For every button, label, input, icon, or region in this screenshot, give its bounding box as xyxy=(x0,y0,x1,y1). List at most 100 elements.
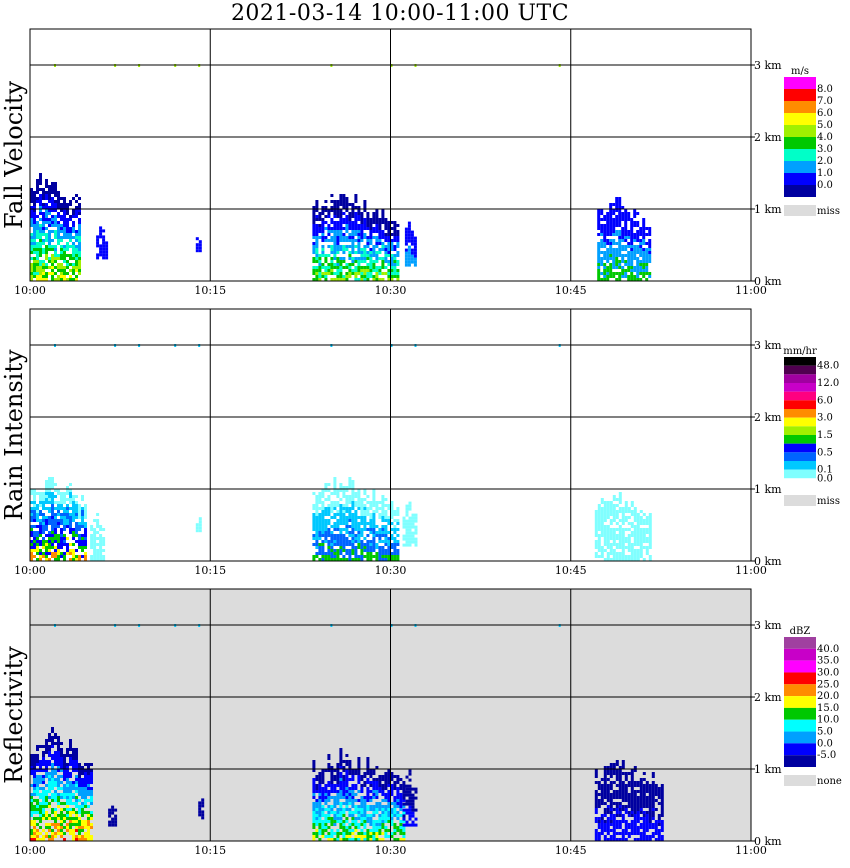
echo-cell xyxy=(615,814,619,817)
echo-cell xyxy=(72,269,75,272)
echo-cell xyxy=(624,272,628,275)
echo-cell xyxy=(345,489,349,492)
echo-cell xyxy=(366,245,370,248)
echo-cell xyxy=(57,540,60,543)
echo-cell xyxy=(384,504,388,507)
echo-cell xyxy=(639,832,643,835)
echo-cell xyxy=(609,501,613,504)
echo-cell xyxy=(321,769,325,772)
echo-cell xyxy=(339,766,343,769)
echo-cell xyxy=(78,492,81,495)
echo-cell xyxy=(102,540,106,543)
echo-cell xyxy=(45,745,48,748)
echo-cell xyxy=(621,260,625,263)
echo-cell xyxy=(330,835,334,838)
echo-cell xyxy=(606,239,610,242)
echo-cell xyxy=(606,218,610,221)
echo-cell xyxy=(51,248,54,251)
echo-cell xyxy=(336,832,340,835)
echo-cell xyxy=(618,248,622,251)
echo-cell xyxy=(84,543,87,546)
echo-cell xyxy=(354,522,358,525)
echo-cell xyxy=(51,778,54,781)
echo-cell xyxy=(357,823,361,826)
echo-cell xyxy=(39,495,42,498)
echo-cell xyxy=(102,256,106,260)
echo-cell xyxy=(315,233,319,236)
echo-cell xyxy=(372,492,376,495)
x-tick-label: 11:00 xyxy=(735,284,767,297)
echo-cell xyxy=(48,272,51,275)
echo-cell xyxy=(615,522,619,525)
echo-cell xyxy=(642,272,646,275)
echo-cell xyxy=(411,793,415,797)
echo-cell xyxy=(342,528,346,531)
echo-cell xyxy=(318,549,322,552)
echo-cell xyxy=(600,516,604,519)
echo-cell xyxy=(66,507,69,510)
echo-cell xyxy=(609,239,613,242)
echo-cell xyxy=(372,266,376,269)
echo-cell xyxy=(369,817,373,820)
echo-cell xyxy=(381,778,385,781)
echo-cell xyxy=(375,531,379,534)
echo-cell xyxy=(597,528,601,531)
echo-cell xyxy=(84,558,87,561)
echo-cell xyxy=(36,236,39,239)
echo-cell xyxy=(348,480,352,483)
echo-cell xyxy=(63,832,66,835)
echo-cell xyxy=(78,799,81,802)
echo-cell xyxy=(393,832,397,835)
echo-cell xyxy=(660,820,664,823)
legend-label: 6.0 xyxy=(817,395,833,406)
echo-cell xyxy=(39,248,42,251)
echo-cell xyxy=(315,805,319,808)
echo-cell xyxy=(51,218,54,221)
echo-cell xyxy=(69,254,72,257)
echo-cell xyxy=(315,504,319,507)
echo-cell xyxy=(42,504,45,507)
echo-cell xyxy=(627,772,631,775)
echo-cell xyxy=(312,790,316,793)
echo-cell xyxy=(69,471,72,474)
echo-cell xyxy=(315,501,319,504)
echo-cell xyxy=(60,272,63,275)
echo-cell xyxy=(639,784,643,787)
echo-cell xyxy=(81,811,84,814)
echo-cell xyxy=(201,804,205,808)
echo-cell xyxy=(336,766,340,769)
echo-cell xyxy=(630,549,634,552)
echo-cell xyxy=(627,781,631,784)
echo-cell xyxy=(36,760,39,763)
echo-cell xyxy=(321,799,325,802)
echo-cell xyxy=(84,534,87,537)
echo-cell xyxy=(54,769,57,772)
echo-cell xyxy=(318,260,322,263)
echo-cell xyxy=(78,820,81,823)
echo-cell xyxy=(69,820,72,823)
echo-cell xyxy=(60,245,63,248)
echo-cell xyxy=(45,742,48,745)
echo-cell xyxy=(318,257,322,260)
echo-cell xyxy=(633,251,637,254)
echo-cell xyxy=(372,278,376,281)
echo-cell xyxy=(75,239,78,242)
echo-cell xyxy=(339,808,343,811)
echo-cell xyxy=(348,793,352,796)
echo-cell xyxy=(48,814,51,817)
echo-cell xyxy=(78,790,81,793)
echo-cell xyxy=(96,253,100,257)
echo-cell xyxy=(360,224,364,227)
echo-cell xyxy=(60,209,63,212)
echo-cell xyxy=(66,802,69,805)
echo-cell xyxy=(99,549,103,552)
echo-cell xyxy=(63,206,66,209)
echo-cell xyxy=(603,796,607,799)
echo-cell xyxy=(69,528,72,531)
echo-cell xyxy=(375,823,379,826)
echo-cell xyxy=(381,260,385,263)
echo-cell xyxy=(612,835,616,838)
echo-cell xyxy=(351,507,355,510)
echo-cell xyxy=(603,513,607,516)
echo-cell xyxy=(30,829,33,832)
